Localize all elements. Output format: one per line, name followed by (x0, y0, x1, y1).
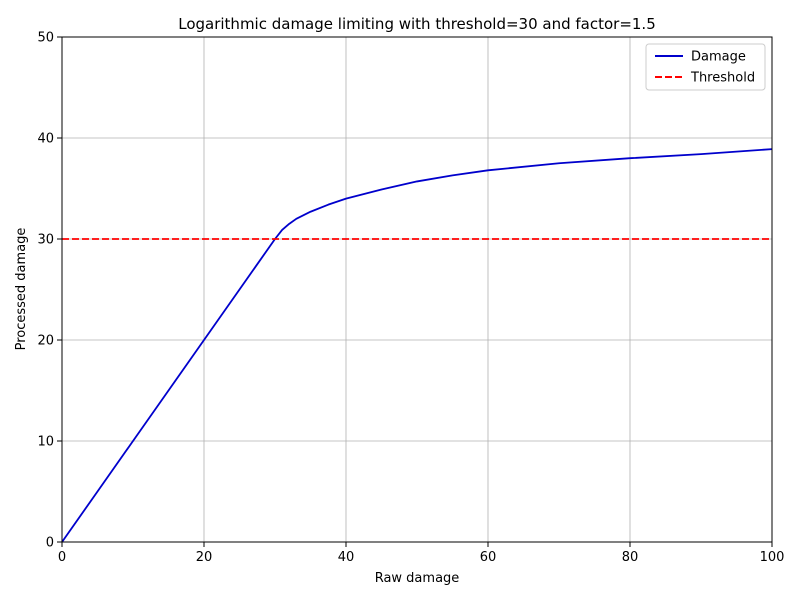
legend-label-threshold: Threshold (690, 71, 755, 86)
tick-labels: 0 20 40 60 80 100 0 10 20 30 40 50 (37, 31, 784, 566)
y-tick-label: 50 (37, 31, 54, 46)
y-tick-label: 10 (37, 435, 54, 450)
legend-label-damage: Damage (691, 50, 746, 65)
y-axis-label: Processed damage (14, 228, 29, 351)
x-tick-label: 80 (622, 550, 639, 565)
x-tick-label: 60 (480, 550, 497, 565)
x-tick-label: 40 (338, 550, 355, 565)
chart-title: Logarithmic damage limiting with thresho… (178, 15, 656, 33)
axes-frame (61, 36, 773, 543)
y-tick-label: 20 (37, 334, 54, 349)
y-tick-label: 30 (37, 233, 54, 248)
x-tick-label: 0 (58, 550, 66, 565)
series-lines (61, 148, 773, 543)
y-tick-label: 0 (46, 536, 54, 551)
legend: Damage Threshold (645, 43, 766, 91)
x-tick-label: 100 (760, 550, 785, 565)
y-tick-label: 40 (37, 132, 54, 147)
x-axis-label: Raw damage (375, 571, 460, 586)
axes (57, 36, 773, 547)
x-tick-label: 20 (196, 550, 213, 565)
series-line-damage (61, 148, 773, 543)
